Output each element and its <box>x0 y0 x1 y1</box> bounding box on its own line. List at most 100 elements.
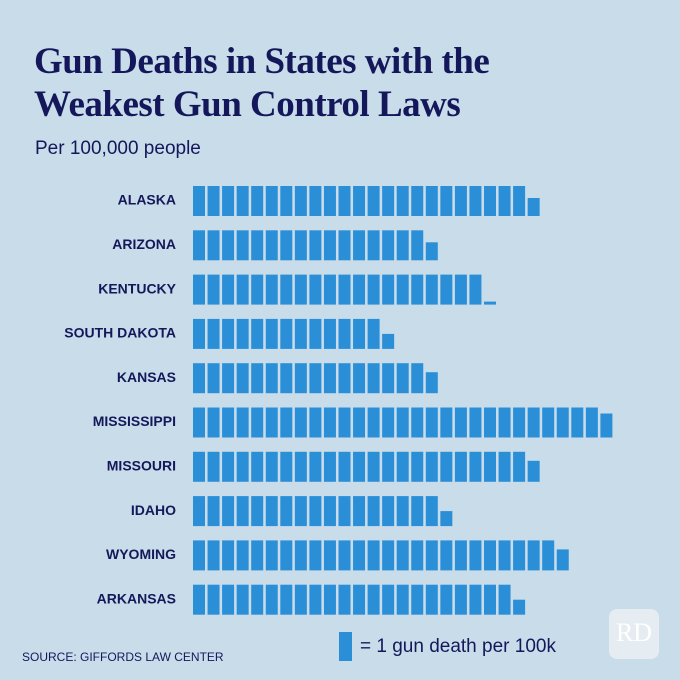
unit-block <box>353 363 366 394</box>
unit-block <box>222 274 235 305</box>
unit-block <box>411 186 424 216</box>
unit-block <box>222 186 235 216</box>
unit-block <box>193 186 205 216</box>
unit-block <box>338 540 351 571</box>
unit-block <box>585 407 598 438</box>
unit-block <box>527 407 540 438</box>
chart-title: Gun Deaths in States with the <box>34 41 489 82</box>
unit-block <box>338 318 351 349</box>
unit-block <box>251 496 264 527</box>
unit-block <box>425 540 438 571</box>
logo: RD <box>616 618 652 647</box>
unit-block <box>222 540 235 571</box>
category-label: ARKANSAS <box>97 590 176 606</box>
unit-block <box>353 584 366 615</box>
unit-block <box>193 318 205 349</box>
partial-block <box>382 333 395 349</box>
unit-block <box>265 496 278 527</box>
unit-block <box>542 407 555 438</box>
unit-block <box>193 274 205 305</box>
unit-block <box>265 451 278 482</box>
unit-block <box>382 496 395 527</box>
category-label: KANSAS <box>117 369 176 385</box>
unit-block <box>280 274 293 305</box>
unit-block <box>498 407 511 438</box>
unit-block <box>353 451 366 482</box>
unit-block <box>294 363 307 394</box>
unit-block <box>265 584 278 615</box>
unit-block <box>236 318 249 349</box>
unit-block <box>484 451 496 482</box>
unit-block <box>193 584 205 615</box>
unit-block <box>280 496 293 527</box>
source: SOURCE: GIFFORDS LAW CENTER <box>22 650 224 664</box>
unit-block <box>280 584 293 615</box>
unit-block <box>454 407 467 438</box>
category-label: WYOMING <box>106 546 176 562</box>
unit-block <box>454 584 467 615</box>
legend-swatch <box>339 632 352 661</box>
unit-block <box>367 318 380 349</box>
unit-block <box>207 407 220 438</box>
unit-block <box>338 363 351 394</box>
unit-block <box>309 274 322 305</box>
unit-block <box>396 451 409 482</box>
unit-block <box>207 540 220 571</box>
unit-block <box>207 363 220 394</box>
unit-block <box>513 451 526 482</box>
unit-block <box>556 407 569 438</box>
unit-block <box>265 230 278 261</box>
unit-block <box>294 274 307 305</box>
unit-block <box>382 407 395 438</box>
unit-block <box>207 186 220 216</box>
unit-block <box>323 584 336 615</box>
unit-block <box>353 186 366 216</box>
unit-block <box>382 363 395 394</box>
unit-block <box>236 451 249 482</box>
unit-block <box>280 318 293 349</box>
unit-block <box>294 230 307 261</box>
category-label: KENTUCKY <box>98 280 176 296</box>
unit-block <box>222 496 235 527</box>
unit-block <box>323 274 336 305</box>
unit-block <box>353 407 366 438</box>
partial-block <box>556 549 569 571</box>
unit-block <box>323 451 336 482</box>
unit-block <box>265 407 278 438</box>
unit-block <box>454 186 467 216</box>
unit-block <box>294 186 307 216</box>
unit-block <box>222 584 235 615</box>
unit-block <box>323 407 336 438</box>
unit-block <box>309 186 322 216</box>
unit-block <box>309 230 322 261</box>
unit-block <box>382 584 395 615</box>
partial-block <box>600 413 613 438</box>
unit-block <box>513 407 526 438</box>
unit-block <box>425 496 438 527</box>
unit-block <box>367 230 380 261</box>
unit-block <box>396 274 409 305</box>
unit-block <box>280 407 293 438</box>
unit-block <box>353 318 366 349</box>
unit-block <box>222 318 235 349</box>
unit-block <box>440 584 453 615</box>
legend-label: = 1 gun death per 100k <box>360 636 556 657</box>
unit-block <box>280 230 293 261</box>
unit-block <box>207 584 220 615</box>
unit-block <box>222 407 235 438</box>
unit-block <box>236 363 249 394</box>
unit-block <box>513 540 526 571</box>
unit-block <box>338 274 351 305</box>
unit-block <box>222 451 235 482</box>
unit-block <box>193 407 205 438</box>
unit-block <box>251 230 264 261</box>
unit-block <box>440 186 453 216</box>
unit-block <box>425 186 438 216</box>
unit-block <box>484 540 496 571</box>
unit-block <box>323 318 336 349</box>
unit-block <box>309 318 322 349</box>
unit-block <box>542 540 555 571</box>
unit-block <box>382 540 395 571</box>
unit-block <box>309 540 322 571</box>
partial-block <box>527 198 540 216</box>
